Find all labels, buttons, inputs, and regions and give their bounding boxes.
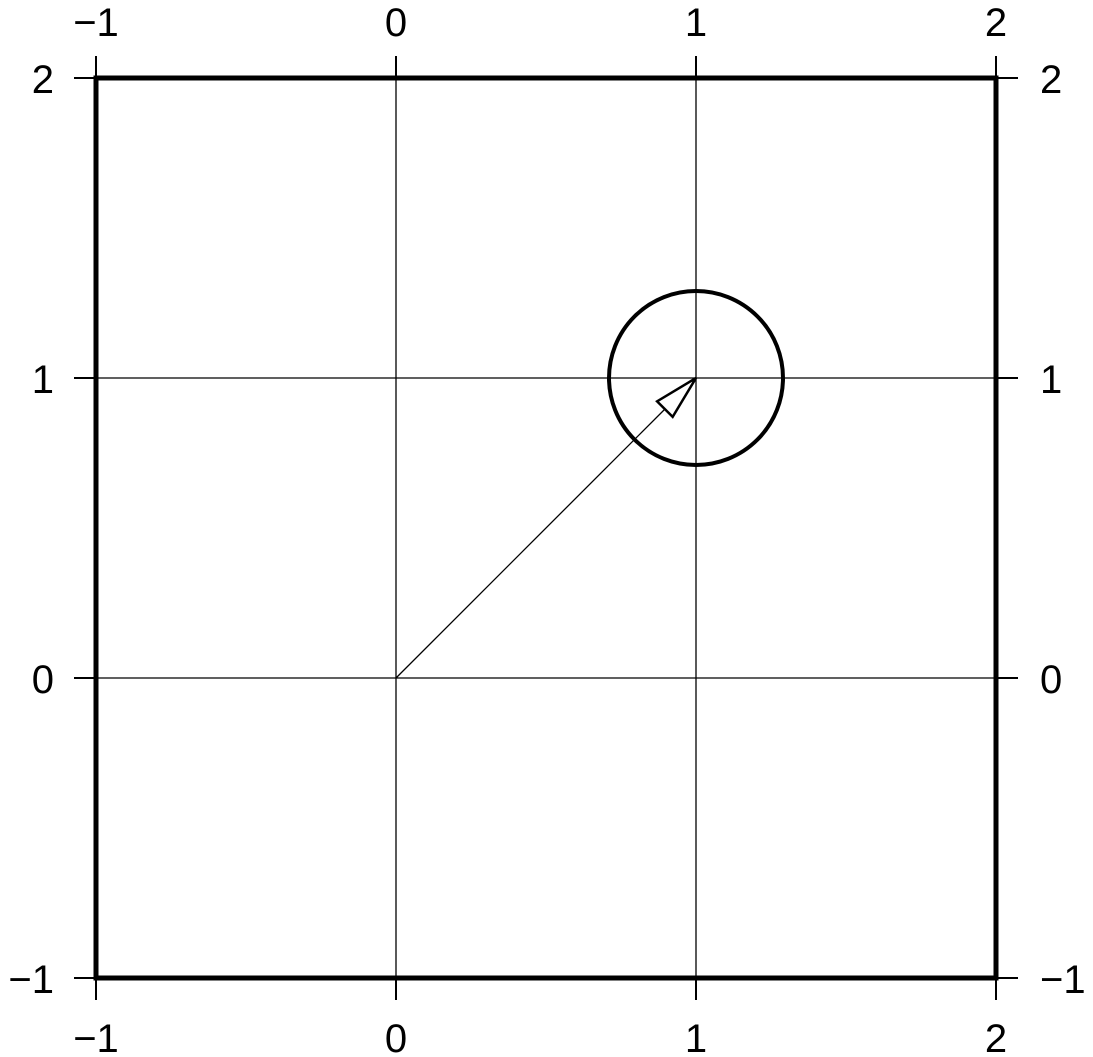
y-tick-label-right: 2 xyxy=(1040,58,1062,102)
circle-mark xyxy=(607,289,785,467)
vector-arrowhead xyxy=(655,376,698,419)
y-tick-label-right: 1 xyxy=(1040,358,1062,402)
y-tick-label-right: −1 xyxy=(1040,958,1086,1002)
y-tick-label-left: 0 xyxy=(32,658,54,702)
x-tick-label-top: 2 xyxy=(985,1,1007,45)
ticks-layer xyxy=(74,56,1018,1000)
y-tick-label-right: 0 xyxy=(1040,658,1062,702)
y-tick-label-left: −1 xyxy=(8,958,54,1002)
plot-frame xyxy=(93,75,999,981)
y-tick-label-left: 2 xyxy=(32,58,54,102)
x-tick-label-bottom: 0 xyxy=(385,1017,407,1057)
y-tick-label-left: 1 xyxy=(32,358,54,402)
vector-line xyxy=(395,408,666,679)
x-tick-label-bottom: 2 xyxy=(985,1017,1007,1057)
marks-layer xyxy=(395,289,785,679)
x-tick-label-top: −1 xyxy=(73,1,119,45)
x-tick-label-top: 1 xyxy=(685,1,707,45)
x-tick-label-bottom: 1 xyxy=(685,1017,707,1057)
x-tick-label-bottom: −1 xyxy=(73,1017,119,1057)
x-tick-label-top: 0 xyxy=(385,1,407,45)
